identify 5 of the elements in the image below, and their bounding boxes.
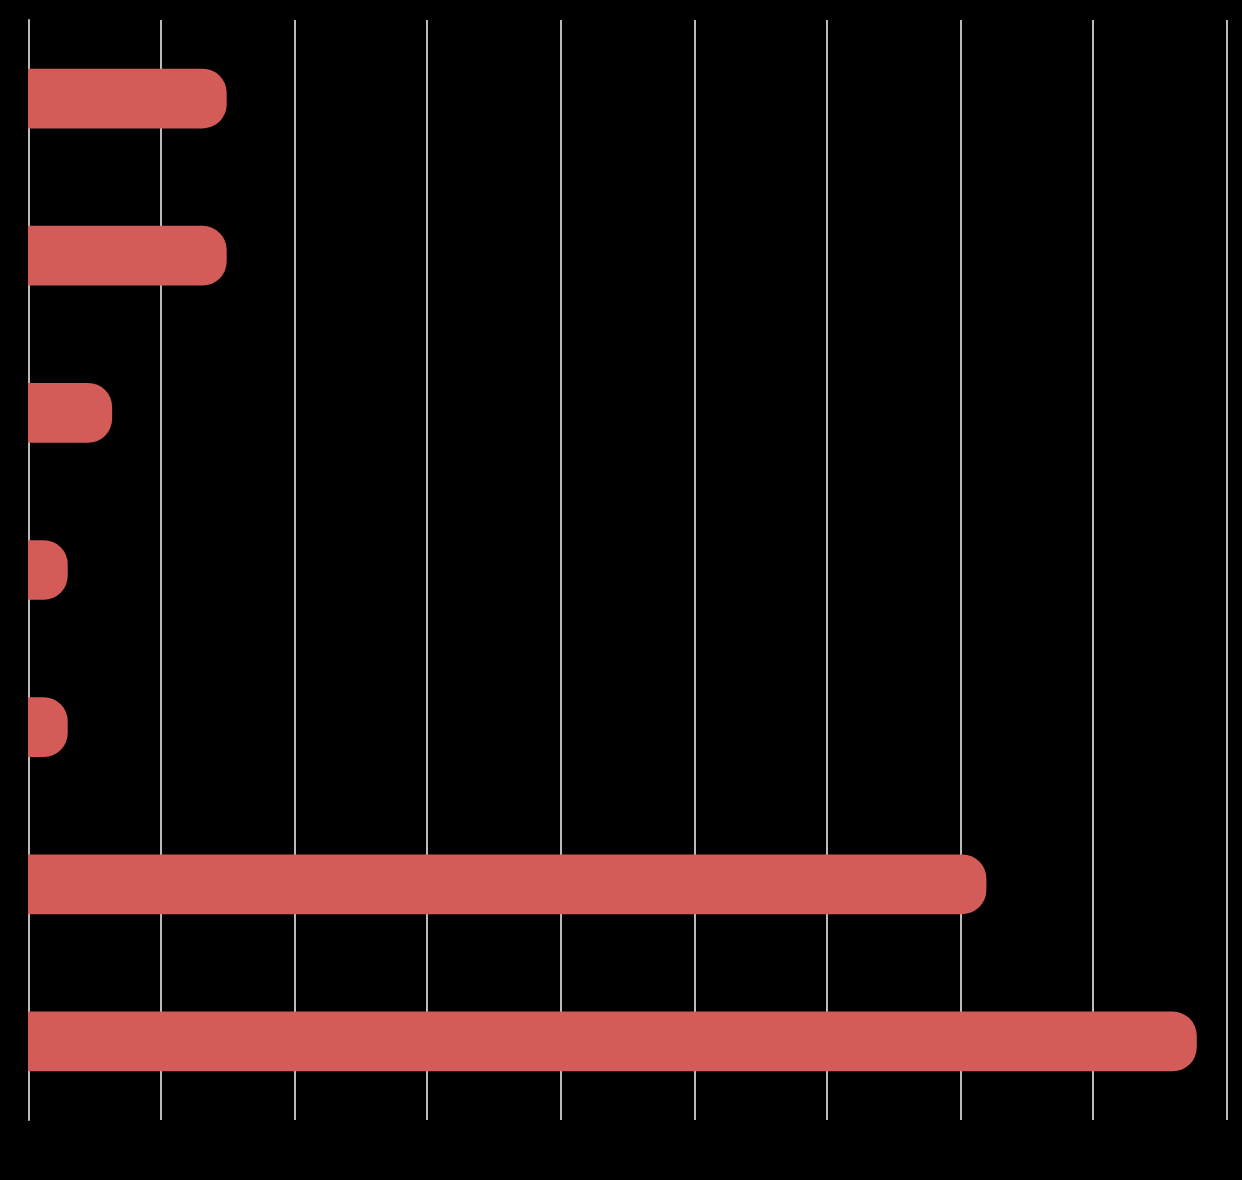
bar <box>28 383 113 443</box>
bar <box>28 854 987 915</box>
bar <box>28 225 227 286</box>
bar <box>28 1011 1197 1072</box>
bar <box>28 68 227 129</box>
